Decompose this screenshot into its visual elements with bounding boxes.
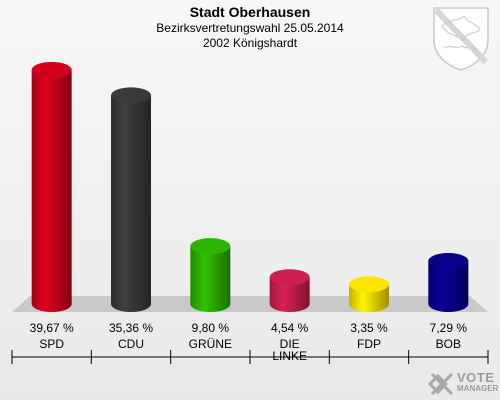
bar-top (111, 87, 151, 104)
vote-manager-logo-icon (427, 372, 454, 396)
logo-line1: VOTE (457, 370, 495, 385)
bar-top (190, 238, 231, 255)
value-label: 39,67 % (30, 321, 74, 335)
bar-spd (31, 61, 72, 312)
chart-header: Stadt Oberhausen Bezirksvertretungswahl … (0, 0, 500, 51)
value-label: 4,54 % (271, 321, 309, 335)
coat-of-arms-icon (433, 7, 489, 71)
bar-top (428, 252, 469, 269)
category-label: GRÜNE (189, 337, 232, 351)
chart-subtitle: Bezirksvertretungswahl 25.05.2014 (156, 21, 344, 35)
category-label: CDU (118, 337, 144, 351)
vote-manager-logo: VOTE MANAGER (457, 370, 499, 394)
chart-district: 2002 Königshardt (202, 36, 298, 50)
value-label: 35,36 % (109, 321, 153, 335)
bar-body (349, 284, 389, 312)
chart-title: Stadt Oberhausen (189, 4, 311, 20)
bar-body (190, 246, 231, 312)
bar-body (111, 95, 151, 312)
bar-top (349, 276, 389, 293)
category-label: SPD (39, 337, 64, 351)
bar-fdp (349, 276, 389, 312)
category-label: DIE LINKE (272, 337, 307, 363)
bar-body (269, 277, 310, 312)
bar-grüne (190, 238, 231, 312)
bar-body (428, 260, 469, 312)
value-label: 3,35 % (350, 321, 388, 335)
bar-top (269, 269, 310, 286)
bar-top (31, 61, 72, 78)
bar-die-linke (269, 269, 310, 312)
category-label: FDP (357, 337, 381, 351)
logo-line2: MANAGER (457, 384, 499, 393)
value-label: 7,29 % (430, 321, 468, 335)
bar-cdu (111, 87, 151, 312)
category-label: BOB (436, 337, 461, 351)
chart-floor (12, 296, 488, 312)
value-label: 9,80 % (192, 321, 230, 335)
bar-bob (428, 252, 469, 312)
bar-body (31, 69, 72, 312)
